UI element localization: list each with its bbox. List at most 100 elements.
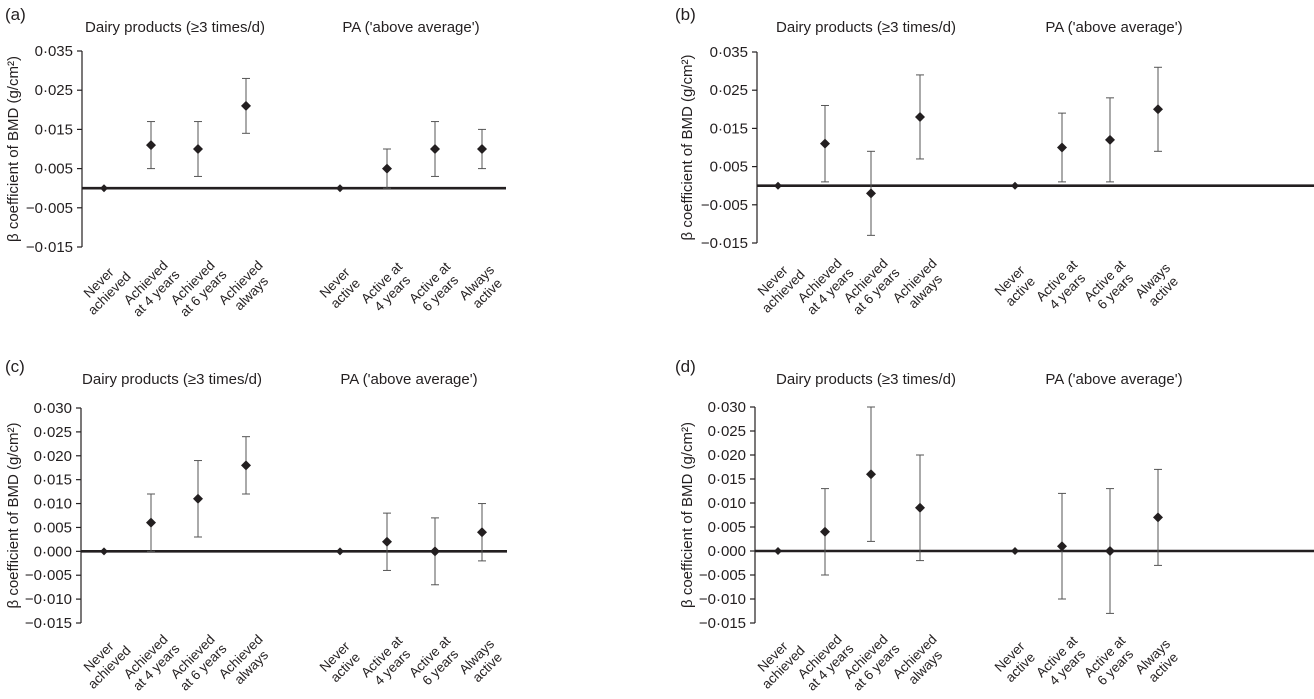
y-tick-label: 0·005: [708, 519, 746, 536]
data-point-marker: [193, 144, 203, 154]
y-tick-label: 0·000: [34, 543, 72, 560]
data-point-marker: [1057, 142, 1067, 153]
y-tick-label: 0·015: [710, 120, 748, 137]
data-point-marker: [146, 517, 156, 528]
group-title: PA ('above average'): [1045, 19, 1182, 36]
data-point-marker: [100, 184, 108, 193]
x-category-label: Alwaysactive: [456, 636, 508, 688]
data-point-marker: [1153, 104, 1163, 115]
y-axis-label: β coefficient of BMD (g/cm²): [679, 55, 696, 241]
data-point-marker: [866, 469, 876, 480]
y-tick-label: 0·030: [34, 400, 72, 417]
y-tick-label: 0·025: [34, 424, 72, 441]
panel-label: (c): [5, 357, 25, 376]
data-point-marker: [774, 181, 782, 190]
x-category-label: Achievedalways: [890, 632, 950, 692]
y-tick-label: 0·035: [35, 43, 73, 60]
y-tick-label: 0·005: [35, 161, 73, 178]
y-tick-label: 0·015: [35, 121, 73, 138]
data-point-marker: [1011, 181, 1019, 190]
x-category-label: Active at6 years: [406, 633, 464, 691]
data-point-marker: [915, 502, 925, 513]
data-point-marker: [146, 140, 156, 151]
data-point-marker: [774, 547, 782, 555]
x-category-label: Active at6 years: [1081, 257, 1139, 315]
data-point-marker: [820, 138, 830, 149]
x-category-label: Neveractive: [992, 262, 1039, 309]
data-point-marker: [193, 493, 203, 504]
x-category-label: Achievedat 4 years: [119, 630, 182, 693]
data-point-marker: [382, 163, 392, 174]
x-category-label: Neverachieved: [748, 256, 807, 315]
y-axis-label: β coefficient of BMD (g/cm²): [679, 422, 696, 608]
y-tick-label: −0·005: [699, 567, 746, 584]
y-tick-label: −0·005: [25, 567, 72, 584]
group-title: Dairy products (≥3 times/d): [776, 19, 956, 36]
data-point-marker: [1153, 512, 1163, 523]
data-point-marker: [336, 547, 344, 556]
data-point-marker: [1105, 134, 1115, 145]
data-point-marker: [866, 188, 876, 199]
data-point-marker: [382, 536, 392, 547]
x-category-label: Active at4 years: [1033, 633, 1091, 691]
group-title: Dairy products (≥3 times/d): [776, 371, 956, 388]
y-tick-label: 0·005: [710, 159, 748, 176]
y-tick-label: 0·025: [35, 82, 73, 99]
x-category-label: Achievedat 4 years: [119, 256, 182, 319]
group-title: Dairy products (≥3 times/d): [85, 19, 265, 36]
y-tick-label: −0·005: [26, 200, 73, 217]
x-category-label: Neveractive: [317, 264, 364, 311]
x-category-label: Achievedat 6 years: [166, 630, 229, 693]
y-tick-label: −0·015: [26, 239, 73, 256]
y-tick-label: −0·015: [701, 235, 748, 252]
panel-d: (d) β coefficient of BMD (g/cm²) 0·030 0·02…: [675, 357, 1314, 694]
panel-label: (d): [675, 357, 696, 376]
group-title: PA ('above average'): [1045, 371, 1182, 388]
x-category-label: Achievedalways: [216, 258, 276, 318]
panel-label: (b): [675, 5, 696, 24]
data-point-marker: [241, 100, 251, 111]
y-tick-label: 0·025: [710, 82, 748, 99]
x-category-label: Alwaysactive: [1132, 636, 1184, 688]
data-point-marker: [477, 527, 487, 538]
x-category-label: Active at6 years: [406, 259, 464, 317]
data-point-marker: [915, 111, 925, 122]
data-point-marker: [241, 460, 251, 471]
x-category-label: Achievedat 6 years: [166, 256, 229, 319]
y-tick-label: 0·005: [34, 519, 72, 536]
x-category-label: Neveractive: [992, 638, 1039, 685]
data-point-marker: [820, 526, 830, 537]
data-point-marker: [1011, 547, 1019, 555]
panel-label: (a): [5, 5, 26, 24]
panel-a: (a) β coefficient of BMD (g/cm²) 0·035 0·02…: [5, 5, 508, 320]
x-category-label: Achievedat 6 years: [839, 630, 902, 693]
y-tick-label: −0·010: [699, 591, 746, 608]
y-tick-label: −0·015: [699, 615, 746, 632]
x-category-label: Active at4 years: [358, 633, 416, 691]
x-category-label: Alwaysactive: [456, 262, 508, 314]
y-tick-label: 0·030: [708, 399, 746, 416]
group-title: PA ('above average'): [340, 371, 477, 388]
group-title: Dairy products (≥3 times/d): [82, 371, 262, 388]
y-axis-label: β coefficient of BMD (g/cm²): [5, 56, 22, 242]
y-tick-label: 0·015: [34, 472, 72, 489]
data-point-marker: [100, 547, 108, 556]
x-category-label: Achievedalways: [216, 632, 276, 692]
panel-b: (b) β coefficient of BMD (g/cm²) 0·035 0·02…: [675, 5, 1314, 318]
x-category-label: Neverachieved: [74, 258, 133, 317]
y-tick-label: 0·000: [708, 543, 746, 560]
y-tick-label: 0·015: [708, 471, 746, 488]
y-tick-label: 0·010: [34, 496, 72, 513]
x-category-label: Active at6 years: [1081, 633, 1139, 691]
y-tick-label: −0·015: [25, 615, 72, 632]
x-category-label: Achievedat 6 years: [839, 254, 902, 317]
x-category-label: Achievedalways: [890, 256, 950, 316]
x-category-label: Neveractive: [317, 638, 364, 685]
y-tick-label: −0·005: [701, 197, 748, 214]
data-point-marker: [477, 144, 487, 154]
group-title: PA ('above average'): [342, 19, 479, 36]
data-point-marker: [1105, 546, 1115, 556]
x-category-label: Active at4 years: [1033, 257, 1091, 315]
y-axis-label: β coefficient of BMD (g/cm²): [5, 423, 22, 609]
